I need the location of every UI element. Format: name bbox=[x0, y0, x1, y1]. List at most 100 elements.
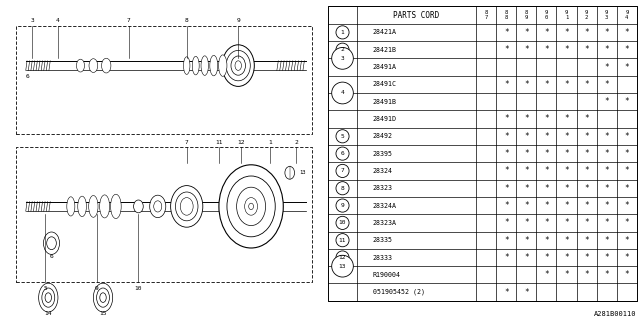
Text: *: * bbox=[604, 236, 609, 245]
Text: *: * bbox=[564, 218, 569, 228]
Text: *: * bbox=[625, 236, 629, 245]
Text: 28335: 28335 bbox=[372, 237, 393, 243]
Text: *: * bbox=[524, 288, 529, 297]
Ellipse shape bbox=[134, 200, 143, 213]
Text: *: * bbox=[564, 28, 569, 37]
Text: 14: 14 bbox=[45, 311, 52, 316]
Text: 12: 12 bbox=[237, 140, 245, 145]
Text: *: * bbox=[625, 201, 629, 210]
Ellipse shape bbox=[93, 283, 113, 312]
Text: *: * bbox=[604, 97, 609, 106]
Ellipse shape bbox=[219, 165, 284, 248]
Text: *: * bbox=[584, 184, 589, 193]
Text: 3: 3 bbox=[340, 56, 344, 61]
Ellipse shape bbox=[89, 59, 98, 72]
Text: 28324: 28324 bbox=[372, 168, 393, 174]
Text: *: * bbox=[564, 166, 569, 175]
Text: 9
4: 9 4 bbox=[625, 10, 628, 20]
Text: *: * bbox=[504, 28, 509, 37]
Ellipse shape bbox=[201, 56, 209, 75]
Text: *: * bbox=[524, 28, 529, 37]
Ellipse shape bbox=[154, 201, 162, 212]
Ellipse shape bbox=[244, 197, 257, 215]
Text: *: * bbox=[584, 45, 589, 54]
Text: *: * bbox=[544, 253, 548, 262]
Text: *: * bbox=[625, 218, 629, 228]
Circle shape bbox=[336, 43, 349, 56]
Text: 7: 7 bbox=[185, 140, 189, 145]
Ellipse shape bbox=[222, 45, 254, 86]
Ellipse shape bbox=[192, 56, 199, 75]
Text: *: * bbox=[625, 149, 629, 158]
Text: 15: 15 bbox=[99, 311, 107, 316]
Circle shape bbox=[336, 26, 349, 39]
Text: *: * bbox=[524, 201, 529, 210]
Text: *: * bbox=[584, 115, 589, 124]
Text: *: * bbox=[524, 80, 529, 89]
Text: *: * bbox=[524, 184, 529, 193]
Text: *: * bbox=[544, 166, 548, 175]
Circle shape bbox=[336, 199, 349, 212]
Text: *: * bbox=[625, 253, 629, 262]
Ellipse shape bbox=[97, 288, 109, 307]
Text: *: * bbox=[544, 236, 548, 245]
Text: *: * bbox=[604, 28, 609, 37]
Text: 6: 6 bbox=[26, 74, 29, 79]
Text: 9: 9 bbox=[236, 18, 240, 23]
Text: R190004: R190004 bbox=[372, 272, 401, 278]
Text: PARTS CORD: PARTS CORD bbox=[394, 11, 440, 20]
Text: *: * bbox=[544, 28, 548, 37]
Text: A281B00110: A281B00110 bbox=[595, 311, 637, 317]
Ellipse shape bbox=[67, 197, 75, 216]
Text: 7: 7 bbox=[127, 18, 131, 23]
Text: *: * bbox=[524, 253, 529, 262]
Ellipse shape bbox=[77, 196, 86, 217]
Text: 2: 2 bbox=[294, 140, 298, 145]
Text: 8
7: 8 7 bbox=[484, 10, 488, 20]
Ellipse shape bbox=[237, 187, 266, 226]
Text: *: * bbox=[504, 184, 509, 193]
Ellipse shape bbox=[285, 166, 294, 179]
Text: *: * bbox=[524, 236, 529, 245]
Text: 9
3: 9 3 bbox=[605, 10, 608, 20]
Text: 28323A: 28323A bbox=[372, 220, 397, 226]
Text: 5: 5 bbox=[340, 134, 344, 139]
Text: *: * bbox=[524, 166, 529, 175]
Text: 9: 9 bbox=[340, 203, 344, 208]
Text: *: * bbox=[625, 45, 629, 54]
Ellipse shape bbox=[38, 283, 58, 312]
Text: *: * bbox=[625, 97, 629, 106]
Text: 10: 10 bbox=[134, 285, 142, 291]
Text: *: * bbox=[564, 270, 569, 279]
Text: 6: 6 bbox=[340, 151, 344, 156]
Text: *: * bbox=[564, 149, 569, 158]
Ellipse shape bbox=[89, 196, 98, 217]
Text: 8
9: 8 9 bbox=[525, 10, 528, 20]
Text: *: * bbox=[544, 218, 548, 228]
Text: *: * bbox=[544, 184, 548, 193]
Text: *: * bbox=[604, 184, 609, 193]
Ellipse shape bbox=[235, 61, 241, 70]
Text: 28323: 28323 bbox=[372, 185, 393, 191]
Text: 9: 9 bbox=[95, 285, 99, 291]
Circle shape bbox=[332, 255, 353, 277]
Text: 28324A: 28324A bbox=[372, 203, 397, 209]
Text: *: * bbox=[584, 201, 589, 210]
Text: *: * bbox=[524, 218, 529, 228]
Text: 28333: 28333 bbox=[372, 254, 393, 260]
Text: *: * bbox=[504, 288, 509, 297]
Text: *: * bbox=[584, 28, 589, 37]
Text: *: * bbox=[584, 270, 589, 279]
Text: 11: 11 bbox=[339, 238, 346, 243]
Circle shape bbox=[332, 82, 353, 104]
Text: *: * bbox=[504, 149, 509, 158]
Text: *: * bbox=[564, 201, 569, 210]
Text: 5: 5 bbox=[43, 285, 47, 291]
Text: *: * bbox=[564, 236, 569, 245]
Ellipse shape bbox=[219, 55, 227, 76]
Text: 28491D: 28491D bbox=[372, 116, 397, 122]
Text: *: * bbox=[524, 115, 529, 124]
Ellipse shape bbox=[227, 176, 275, 237]
Text: *: * bbox=[504, 166, 509, 175]
Text: 1: 1 bbox=[269, 140, 272, 145]
